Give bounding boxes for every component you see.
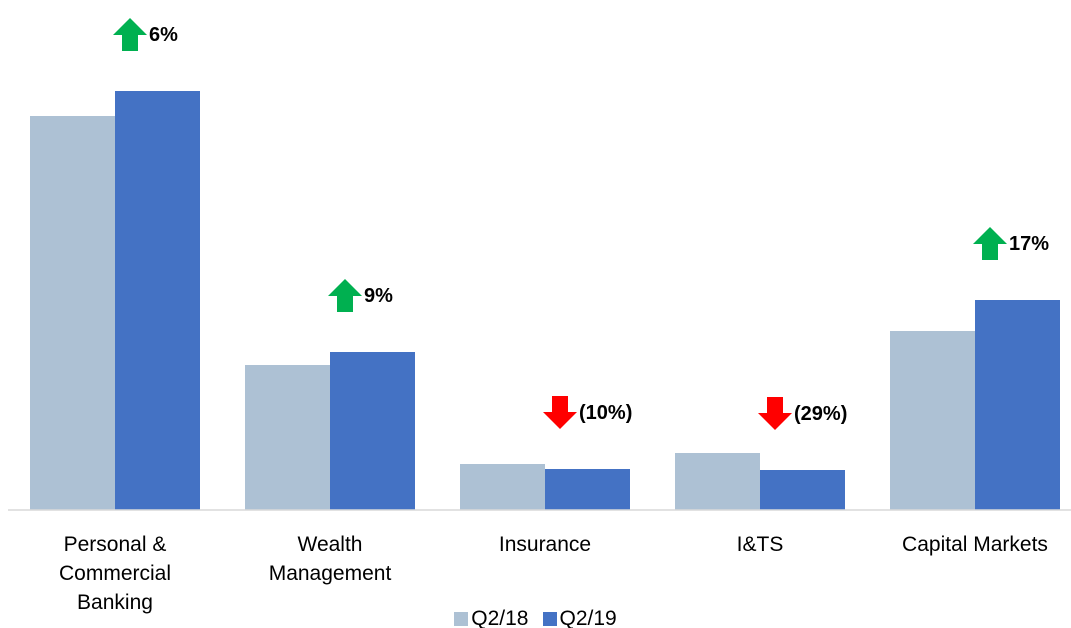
bar xyxy=(975,300,1060,510)
bar xyxy=(330,352,415,510)
legend-label: Q2/19 xyxy=(559,607,617,628)
change-arrow xyxy=(543,396,577,429)
x-tick-label: Personal & Commercial Banking xyxy=(58,533,171,614)
bar xyxy=(115,91,200,510)
change-label: (10%) xyxy=(579,402,632,424)
x-tick-label: Insurance xyxy=(498,533,592,556)
change-label: (29%) xyxy=(794,403,847,425)
bar xyxy=(30,116,115,510)
bar xyxy=(545,469,630,510)
legend-item: Q2/19 xyxy=(542,607,617,628)
change-arrow xyxy=(113,18,147,51)
legend-label: Q2/18 xyxy=(471,607,529,628)
legend-swatch xyxy=(454,612,469,626)
change-label: 9% xyxy=(364,285,393,307)
legend-item: Q2/18 xyxy=(454,607,529,628)
bar xyxy=(460,464,545,510)
x-tick-label: Wealth Management xyxy=(268,533,392,585)
change-arrow xyxy=(758,397,792,430)
change-arrow xyxy=(328,279,362,312)
change-label: 17% xyxy=(1009,233,1049,255)
x-tick-label: I&TS xyxy=(736,533,784,556)
bar xyxy=(890,331,975,510)
change-label: 6% xyxy=(149,24,178,46)
legend-swatch xyxy=(542,612,557,626)
bar xyxy=(760,470,845,510)
legend: Q2/18 Q2/19 xyxy=(0,607,1071,628)
bar xyxy=(675,453,760,510)
bar xyxy=(245,365,330,510)
x-tick-label: Capital Markets xyxy=(902,533,1048,556)
change-arrow xyxy=(973,227,1007,260)
